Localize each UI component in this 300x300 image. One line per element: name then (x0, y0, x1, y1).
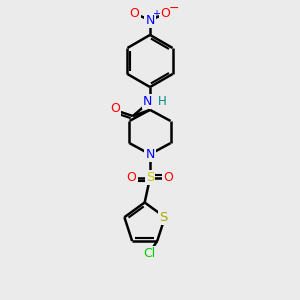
Text: N: N (143, 95, 152, 108)
Text: N: N (145, 148, 155, 161)
Text: O: O (164, 171, 173, 184)
Text: Cl: Cl (143, 247, 155, 260)
Text: +: + (152, 9, 160, 19)
Text: −: − (168, 2, 179, 15)
Text: H: H (158, 95, 167, 108)
Text: S: S (146, 171, 154, 184)
Text: O: O (110, 102, 120, 115)
Text: O: O (160, 7, 170, 20)
Text: O: O (130, 7, 140, 20)
Text: N: N (145, 14, 155, 27)
Text: S: S (159, 211, 168, 224)
Text: O: O (127, 171, 136, 184)
